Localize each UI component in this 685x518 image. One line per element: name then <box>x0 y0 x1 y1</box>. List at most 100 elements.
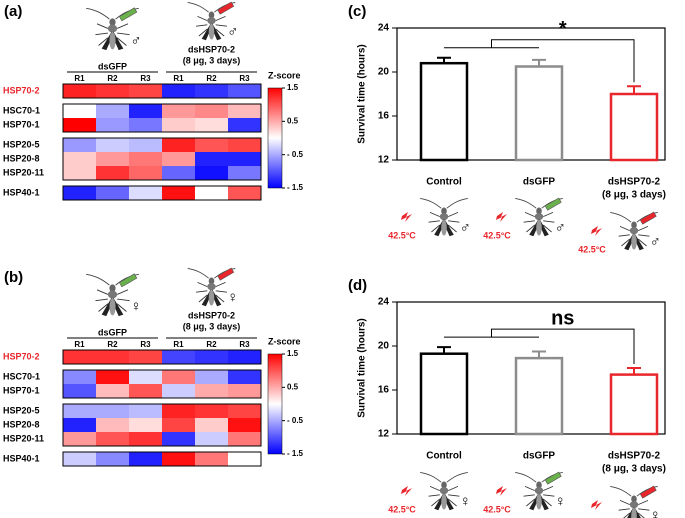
heat-cell <box>96 350 129 364</box>
heat-cell <box>63 384 96 398</box>
heat-cell <box>63 370 96 384</box>
heat-cell <box>195 350 228 364</box>
heat-cell <box>129 418 162 432</box>
sex-symbol: ♂ <box>650 233 661 250</box>
panel-label: (a) <box>4 3 22 20</box>
sex-symbol: ♀ <box>650 507 661 518</box>
row-label: HSP70-1 <box>3 385 40 395</box>
bar <box>514 65 564 162</box>
heat-cell <box>96 418 129 432</box>
row-label: HSP70-2 <box>3 351 40 361</box>
heat-cell <box>129 166 162 180</box>
colorbar-tick-label: - 0.5 <box>287 150 304 159</box>
column-label: R2 <box>107 74 118 83</box>
significance-bracket <box>444 39 635 83</box>
row-label: HSP70-1 <box>3 119 40 129</box>
colorbar <box>267 353 283 455</box>
heat-cell <box>228 166 261 180</box>
group-label: dsGFP <box>98 61 127 71</box>
heat-cell <box>228 432 261 446</box>
group-note: (8 μg, 3 days) <box>183 321 241 331</box>
error-bar <box>532 58 546 67</box>
heat-cell <box>162 152 195 166</box>
colorbar-title: Z-score <box>268 70 301 80</box>
heat-cell <box>162 418 195 432</box>
row-label: HSP20-8 <box>3 153 40 163</box>
column-label: R1 <box>74 74 85 83</box>
heat-cell <box>162 404 195 418</box>
colorbar-tick-label: 1.5 <box>287 83 299 92</box>
block-frame <box>62 403 262 447</box>
significance-label: ns <box>551 307 574 329</box>
heat-cell <box>228 384 261 398</box>
dose-label: (8 μg, 3 days) <box>602 464 666 475</box>
heat-cell <box>162 118 195 132</box>
syringe <box>217 1 235 15</box>
colorbar-tick-label: - 1.5 <box>287 449 304 458</box>
bar <box>419 352 469 436</box>
syringe <box>544 197 562 211</box>
heat-cell <box>195 84 228 98</box>
heat-cell <box>195 118 228 132</box>
heat-cell <box>129 350 162 364</box>
heat-cell <box>162 84 195 98</box>
heat-cell <box>228 418 261 432</box>
column-label: R3 <box>140 340 151 349</box>
heat-cell <box>195 370 228 384</box>
row-label: HSP20-11 <box>3 433 44 443</box>
temperature-label: 42.5°C <box>388 504 416 514</box>
heat-cell <box>162 186 195 200</box>
heat-cell <box>129 432 162 446</box>
heat-cell <box>228 138 261 152</box>
heat-cell <box>162 370 195 384</box>
heat-cell <box>228 104 261 118</box>
block-frame <box>62 451 262 467</box>
heat-cell <box>96 84 129 98</box>
heat-icon <box>401 486 412 496</box>
column-label: R2 <box>107 340 118 349</box>
sex-symbol: ♂ <box>227 23 238 40</box>
heat-cell <box>195 452 228 466</box>
column-label: R2 <box>206 74 217 83</box>
heat-cell <box>162 104 195 118</box>
group-note: (8 μg, 3 days) <box>183 55 241 65</box>
heat-cell <box>63 186 96 200</box>
syringe <box>544 471 562 485</box>
row-label: HSC70-1 <box>3 105 40 115</box>
y-tick-label: 24 <box>378 23 390 34</box>
column-label: R3 <box>239 340 250 349</box>
heat-cell <box>63 118 96 132</box>
colorbar-title: Z-score <box>268 336 301 346</box>
syringe <box>118 273 138 288</box>
heat-cell <box>228 370 261 384</box>
heat-cell <box>129 84 162 98</box>
colorbar-tick-label: 0.5 <box>287 382 299 391</box>
heat-cell <box>162 138 195 152</box>
column-label: R1 <box>74 340 85 349</box>
heat-cell <box>96 384 129 398</box>
heat-cell <box>195 152 228 166</box>
y-tick-label: 16 <box>378 385 390 396</box>
heat-cell <box>195 166 228 180</box>
row-label: HSP20-8 <box>3 419 40 429</box>
heat-cell <box>96 118 129 132</box>
heat-cell <box>63 152 96 166</box>
panel-label: (c) <box>348 3 366 20</box>
heat-cell <box>228 152 261 166</box>
error-bar <box>627 85 641 94</box>
syringe <box>217 267 235 281</box>
sex-symbol: ♂ <box>555 219 566 236</box>
row-label: HSP70-2 <box>3 85 40 95</box>
heat-cell <box>63 350 96 364</box>
heat-cell <box>162 384 195 398</box>
y-tick-label: 20 <box>378 67 390 78</box>
heat-cell <box>228 404 261 418</box>
panel-label: (d) <box>348 277 367 294</box>
row-label: HSC70-1 <box>3 371 40 381</box>
heat-cell <box>162 350 195 364</box>
heat-cell <box>129 104 162 118</box>
heat-cell <box>162 452 195 466</box>
heat-cell <box>63 404 96 418</box>
colorbar-tick-label: 1.5 <box>287 349 299 358</box>
significance-label: * <box>559 18 567 40</box>
